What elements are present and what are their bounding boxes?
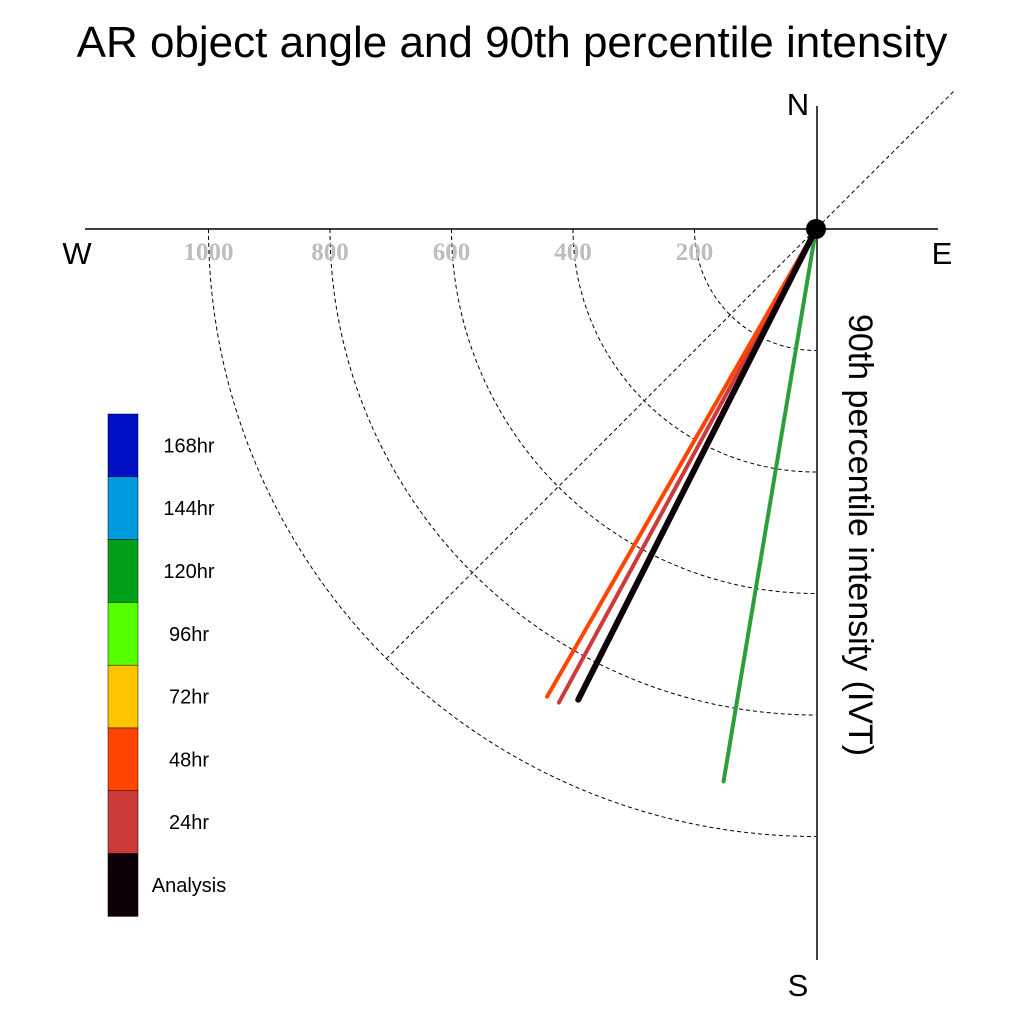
- legend-label-analysis: Analysis: [152, 875, 226, 897]
- compass-south: S: [788, 968, 809, 1003]
- grid-layer: [208, 91, 954, 837]
- legend-label-96hr: 96hr: [169, 624, 209, 646]
- compass-north: N: [787, 87, 809, 122]
- vector-120hr: [721, 227, 818, 784]
- legend-label-120hr: 120hr: [163, 561, 214, 583]
- legend-label-24hr: 24hr: [169, 812, 209, 834]
- origin-marker: [806, 219, 826, 239]
- vector-48hr: [545, 227, 818, 699]
- legend-swatch-144hr: [107, 476, 139, 540]
- radial-tick-label-200: 200: [676, 239, 714, 266]
- legend: 168hr 144hr 120hr 96hr 72hr 48hr 24hr Analysis: [107, 413, 226, 917]
- radial-tick-label-600: 600: [433, 239, 471, 266]
- legend-swatch-24hr: [107, 790, 139, 854]
- legend-swatch-168hr: [107, 413, 139, 478]
- legend-label-168hr: 168hr: [163, 435, 214, 457]
- legend-swatch-72hr: [107, 664, 139, 729]
- grid-arc-600: [451, 228, 817, 594]
- radial-axis-label: 90th percentile intensity (IVT): [841, 314, 879, 756]
- legend-swatch-96hr: [107, 602, 139, 666]
- legend-swatch-48hr: [107, 727, 139, 792]
- radial-tick-label-400: 400: [554, 239, 592, 266]
- tick-labels: 200 400 600 800 1000: [184, 239, 714, 266]
- vector-layer: [545, 226, 819, 784]
- grid-diagonal: [386, 91, 954, 659]
- vector-analysis: [575, 226, 819, 703]
- radial-tick-label-1000: 1000: [184, 239, 234, 266]
- grid-arc-200: [694, 228, 817, 351]
- legend-label-48hr: 48hr: [169, 749, 209, 771]
- compass-west: W: [62, 236, 92, 271]
- compass-east: E: [932, 236, 953, 271]
- legend-swatch-analysis: [107, 853, 139, 917]
- chart-title: AR object angle and 90th percentile inte…: [77, 18, 948, 67]
- legend-swatch-120hr: [107, 539, 139, 603]
- legend-label-72hr: 72hr: [169, 687, 209, 709]
- axes-layer: [85, 106, 938, 960]
- radial-tick-label-800: 800: [311, 239, 349, 266]
- legend-label-144hr: 144hr: [163, 498, 214, 520]
